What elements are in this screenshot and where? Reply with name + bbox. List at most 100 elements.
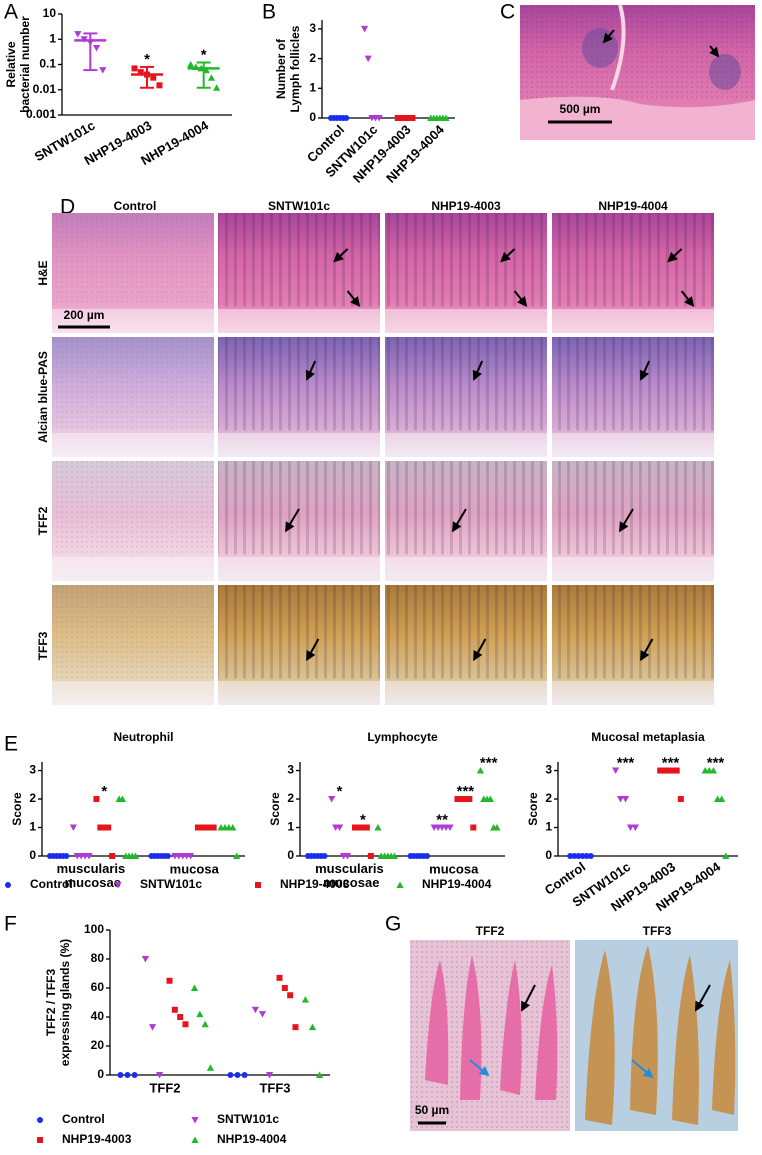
arrow xyxy=(473,638,487,662)
arrow xyxy=(346,290,361,307)
submucosa xyxy=(218,309,380,333)
point xyxy=(583,853,590,859)
point xyxy=(137,69,144,76)
x-tick-label: TFF2 xyxy=(149,1080,180,1095)
legend-label: NHP19-4004 xyxy=(217,1132,287,1146)
point xyxy=(276,974,283,981)
column-header: SNTW101c xyxy=(268,199,330,213)
y-tick-label: 2 xyxy=(309,51,316,65)
legend-label: NHP19-4003 xyxy=(280,877,350,891)
point xyxy=(229,824,237,831)
point xyxy=(446,824,454,832)
y-tick-label: 1 xyxy=(545,820,552,834)
point xyxy=(409,115,416,121)
arrow xyxy=(333,248,349,263)
point xyxy=(470,824,477,831)
point xyxy=(336,824,344,832)
arrow xyxy=(500,248,516,263)
point xyxy=(462,796,469,803)
y-tick-label: 2 xyxy=(287,791,294,805)
point xyxy=(579,853,586,859)
legend-label: Control xyxy=(30,877,73,891)
point xyxy=(343,853,352,860)
point xyxy=(265,1072,274,1079)
texture xyxy=(52,585,214,679)
annotation: * xyxy=(360,811,366,828)
point xyxy=(251,1006,260,1014)
y-axis-label: Score xyxy=(268,792,282,826)
point xyxy=(206,824,213,831)
point xyxy=(131,65,138,72)
legend-label: SNTW101c xyxy=(140,877,202,891)
point xyxy=(148,1024,157,1031)
arrow xyxy=(640,638,654,662)
point xyxy=(301,996,310,1003)
legend-marker xyxy=(255,882,261,888)
point xyxy=(131,1072,138,1078)
y-tick-label: 0.01 xyxy=(33,82,57,96)
texture xyxy=(218,213,380,307)
y-tick-label: 10 xyxy=(43,6,57,20)
annotation: * xyxy=(144,51,150,68)
row-label: H&E xyxy=(36,260,50,285)
y-tick-label: 0 xyxy=(97,1067,104,1081)
point xyxy=(367,853,374,859)
y-tick-label: 1 xyxy=(287,820,294,834)
point xyxy=(258,1011,267,1018)
point xyxy=(631,824,639,832)
point xyxy=(466,796,473,803)
scale-label: 200 µm xyxy=(64,308,105,322)
lymph-follicle xyxy=(709,54,741,90)
point xyxy=(156,82,163,89)
label-line: mucosae xyxy=(65,875,121,890)
scale-bar-d: 200 µm xyxy=(58,308,110,329)
point xyxy=(567,853,574,859)
y-tick-label: 0 xyxy=(29,848,36,862)
point xyxy=(351,824,358,831)
point xyxy=(665,767,672,774)
chart-title: Neutrophil xyxy=(114,730,174,744)
y-axis-label: bacterial number xyxy=(18,16,32,113)
arrow xyxy=(602,29,615,44)
y-axis-label: Score xyxy=(10,792,24,826)
annotation: *** xyxy=(457,783,475,800)
submucosa xyxy=(218,681,380,705)
point xyxy=(308,1023,317,1031)
texture xyxy=(52,337,214,431)
point xyxy=(196,1010,204,1018)
texture xyxy=(218,585,380,679)
y-tick-label: 60 xyxy=(91,980,105,994)
legend-marker xyxy=(5,882,11,888)
point xyxy=(166,977,173,984)
y-tick-label: 3 xyxy=(287,763,294,777)
scale-label: 50 µm xyxy=(415,1103,449,1117)
annotation: * xyxy=(201,46,207,63)
y-axis-label: Score xyxy=(526,792,540,826)
micrograph-c: 500 µm xyxy=(520,4,755,140)
point xyxy=(194,824,201,831)
panel-letter: B xyxy=(262,1,276,24)
point xyxy=(292,1024,299,1031)
texture xyxy=(385,585,547,679)
arrow xyxy=(285,508,300,533)
point xyxy=(718,795,726,803)
point xyxy=(234,1072,241,1078)
point xyxy=(616,796,625,803)
legend-marker xyxy=(396,881,404,888)
y-tick-label: 2 xyxy=(545,791,552,805)
annotation: * xyxy=(337,783,343,800)
legend-marker xyxy=(191,1136,199,1143)
point xyxy=(661,767,668,774)
point xyxy=(233,852,241,859)
y-tick-label: 3 xyxy=(545,763,552,777)
y-tick-label: 100 xyxy=(84,922,104,936)
row-label: TFF3 xyxy=(36,631,50,660)
point xyxy=(454,796,461,803)
point xyxy=(206,1064,215,1071)
panel-letter: C xyxy=(500,1,515,24)
point xyxy=(363,824,370,831)
panel-letter: G xyxy=(385,913,401,936)
y-tick-label: 0.001 xyxy=(26,107,56,121)
y-tick-label: 1 xyxy=(29,820,36,834)
label-line: muscularis xyxy=(57,861,129,876)
